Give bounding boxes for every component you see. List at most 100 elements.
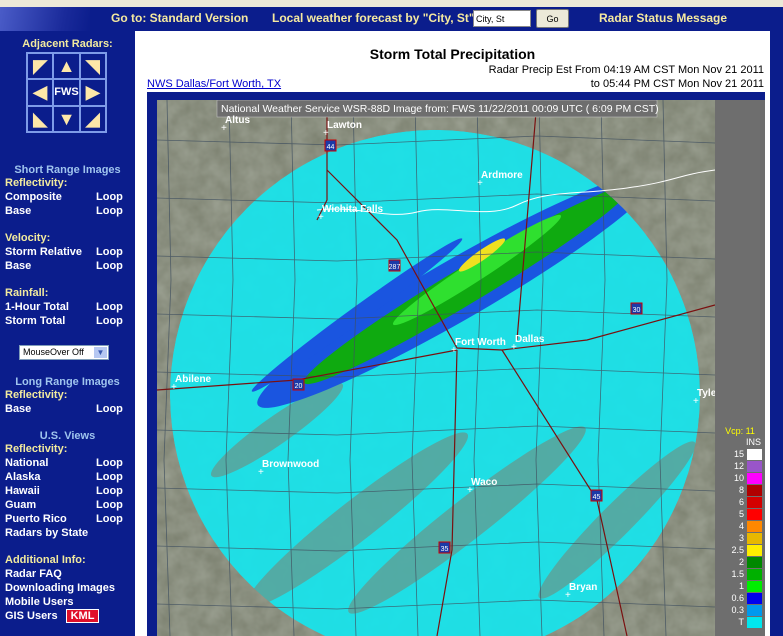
reflectivity-label: Reflectivity:	[5, 443, 68, 455]
gis-users-row: GIS Users KML	[0, 609, 135, 623]
red-river-state-line	[316, 169, 715, 215]
hour-total-row: 1-Hour Total Loop	[0, 300, 135, 314]
city-marker-icon: +	[467, 485, 473, 496]
velocity-base-link[interactable]: Base	[5, 260, 32, 272]
legend-item: 1.5	[715, 568, 765, 580]
arrow-se-icon[interactable]: ◢	[79, 105, 106, 132]
city-marker-icon: +	[477, 178, 483, 189]
loop-link[interactable]: Loop	[96, 301, 123, 313]
loop-link[interactable]: Loop	[96, 191, 123, 203]
legend-swatch	[747, 508, 762, 520]
radar-faq-link[interactable]: Radar FAQ	[5, 568, 62, 580]
top-nav-bar: Go to: Standard Version Local weather fo…	[0, 7, 783, 31]
map-header: National Weather Service WSR-88D Image f…	[221, 103, 659, 115]
loop-link[interactable]: Loop	[96, 403, 123, 415]
main-content: Storm Total Precipitation Radar Precip E…	[135, 31, 770, 636]
adjacent-radars-heading: Adjacent Radars:	[22, 38, 113, 50]
city-label: Dallas	[515, 334, 545, 345]
legend-item: 1	[715, 580, 765, 592]
city-marker-icon: +	[318, 212, 324, 223]
legend-swatch	[747, 568, 762, 580]
short-range-heading: Short Range Images	[14, 164, 121, 176]
legend-swatch	[747, 496, 762, 508]
legend-swatch	[747, 472, 762, 484]
arrow-sw-icon[interactable]: ◣	[27, 105, 54, 132]
arrow-s-icon[interactable]: ▼	[53, 105, 80, 132]
loop-link[interactable]: Loop	[96, 457, 123, 469]
legend-label: 12	[733, 461, 744, 471]
legend-item: 3	[715, 532, 765, 544]
loop-link[interactable]: Loop	[96, 315, 123, 327]
rainfall-label: Rainfall:	[5, 287, 49, 299]
legend-item: 2.5	[715, 544, 765, 556]
radar-frame: National Weather Service WSR-88D Image f…	[147, 92, 765, 636]
alaska-link[interactable]: Alaska	[5, 471, 41, 483]
go-button[interactable]: Go	[536, 9, 569, 28]
long-base-link[interactable]: Base	[5, 403, 32, 415]
legend-label: 6	[738, 497, 744, 507]
storm-total-link[interactable]: Storm Total	[5, 315, 66, 327]
guam-link[interactable]: Guam	[5, 499, 37, 511]
hour-total-link[interactable]: 1-Hour Total	[5, 301, 69, 313]
loop-link[interactable]: Loop	[96, 205, 123, 217]
us-views-heading: U.S. Views	[39, 430, 96, 442]
base-row: Base Loop	[0, 204, 135, 218]
legend-label: 0.6	[731, 593, 744, 603]
legend-label: 5	[738, 509, 744, 519]
interstate-shield-icon	[438, 541, 451, 554]
mobile-users-link[interactable]: Mobile Users	[5, 596, 74, 608]
loop-link[interactable]: Loop	[96, 485, 123, 497]
storm-relative-row: Storm Relative Loop	[0, 245, 135, 259]
standard-version-link[interactable]: Go to: Standard Version	[111, 11, 249, 25]
interstate-shield-icon	[590, 489, 603, 502]
additional-info-label: Additional Info:	[5, 554, 86, 566]
legend-label: 10	[733, 473, 744, 483]
arrow-nw-icon[interactable]: ◤	[27, 53, 54, 80]
legend-label: 1.5	[731, 569, 744, 579]
gis-users-link[interactable]: GIS Users	[5, 610, 58, 622]
arrow-e-icon[interactable]: ▶	[79, 79, 106, 106]
browser-strip	[0, 0, 783, 7]
loop-link[interactable]: Loop	[96, 513, 123, 525]
kml-badge[interactable]: KML	[65, 609, 100, 623]
downloading-images-link[interactable]: Downloading Images	[5, 582, 116, 594]
legend-item: T	[715, 616, 765, 628]
nws-office-link[interactable]: NWS Dallas/Fort Worth, TX	[147, 78, 282, 90]
national-link[interactable]: National	[5, 457, 49, 469]
puerto-rico-row: Puerto Rico Loop	[0, 512, 135, 526]
loop-link[interactable]: Loop	[96, 260, 123, 272]
radar-status-link[interactable]: Radar Status Message	[599, 11, 728, 25]
legend-item: 15	[715, 448, 765, 460]
legend-item: 4	[715, 520, 765, 532]
city-marker-icon: +	[258, 467, 264, 478]
legend-item: 5	[715, 508, 765, 520]
city-label: Bryan	[569, 582, 597, 593]
arrow-ne-icon[interactable]: ◥	[79, 53, 106, 80]
legend-item: 0.3	[715, 604, 765, 616]
storm-relative-link[interactable]: Storm Relative	[5, 246, 83, 258]
loop-link[interactable]: Loop	[96, 499, 123, 511]
interstate-shields: 44 287 30 20 45 35	[292, 139, 643, 554]
city-input[interactable]	[473, 10, 531, 27]
national-row: National Loop	[0, 456, 135, 470]
interstate-number: 287	[389, 264, 401, 271]
puerto-rico-link[interactable]: Puerto Rico	[5, 513, 67, 525]
arrow-n-icon[interactable]: ▲	[53, 53, 80, 80]
mouseover-select[interactable]: MouseOver Off ▼	[19, 345, 109, 360]
city-label: Waco	[471, 477, 497, 488]
loop-link[interactable]: Loop	[96, 246, 123, 258]
radars-by-state-link[interactable]: Radars by State	[5, 527, 89, 539]
chevron-down-icon: ▼	[94, 347, 107, 358]
hawaii-row: Hawaii Loop	[0, 484, 135, 498]
date-from: Radar Precip Est From 04:19 AM CST Mon N…	[488, 64, 764, 76]
loop-link[interactable]: Loop	[96, 471, 123, 483]
arrow-w-icon[interactable]: ◀	[27, 79, 54, 106]
composite-link[interactable]: Composite	[5, 191, 62, 203]
interstate-number: 44	[327, 144, 335, 151]
velocity-label: Velocity:	[5, 232, 51, 244]
reflectivity-label: Reflectivity:	[5, 177, 68, 189]
base-link[interactable]: Base	[5, 205, 32, 217]
city-label: Brownwood	[262, 459, 319, 470]
hawaii-link[interactable]: Hawaii	[5, 485, 40, 497]
city-marker-icon: +	[511, 342, 517, 353]
